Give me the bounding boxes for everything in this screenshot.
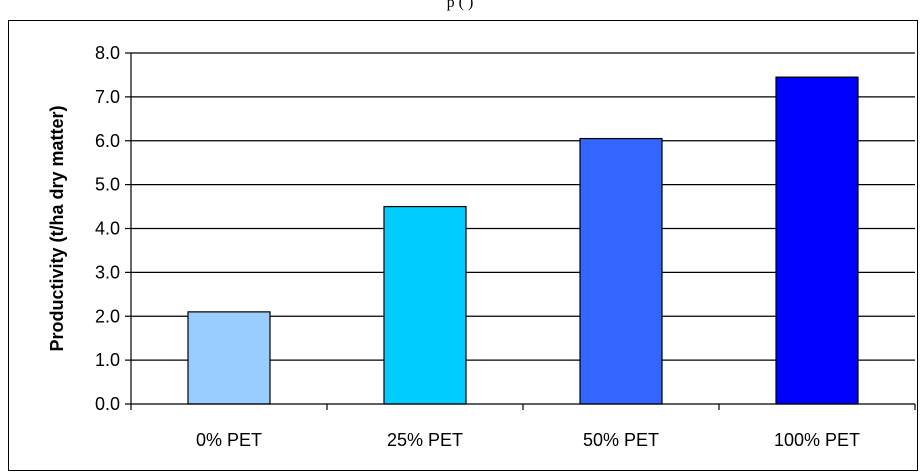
y-tick-label: 2.0 [95,306,120,326]
x-tick-label: 25% PET [387,430,463,450]
y-tick-label: 5.0 [95,175,120,195]
y-tick-label: 1.0 [95,350,120,370]
x-tick-label: 100% PET [774,430,860,450]
axes [125,52,916,410]
y-tick-label: 4.0 [95,219,120,239]
y-axis-title: Productivity (t/ha dry matter) [47,105,67,351]
x-tick-labels: 0% PET 25% PET 50% PET 100% PET [196,430,860,450]
y-tick-label: 0.0 [95,394,120,414]
x-tick-label: 0% PET [196,430,262,450]
bar-1 [187,311,271,405]
y-tick-label: 8.0 [95,43,120,63]
y-tick-label: 7.0 [95,87,120,107]
bar-3 [579,137,663,405]
x-tick-label: 50% PET [583,430,659,450]
y-tick-label: 6.0 [95,131,120,151]
bar-4 [775,76,859,405]
y-tick-labels: 0.0 1.0 2.0 3.0 4.0 5.0 6.0 7.0 8.0 [95,43,120,414]
y-tick-label: 3.0 [95,262,120,282]
bar-2 [383,205,467,405]
chart-caption: p ( ) [446,0,474,11]
bars [187,76,859,405]
